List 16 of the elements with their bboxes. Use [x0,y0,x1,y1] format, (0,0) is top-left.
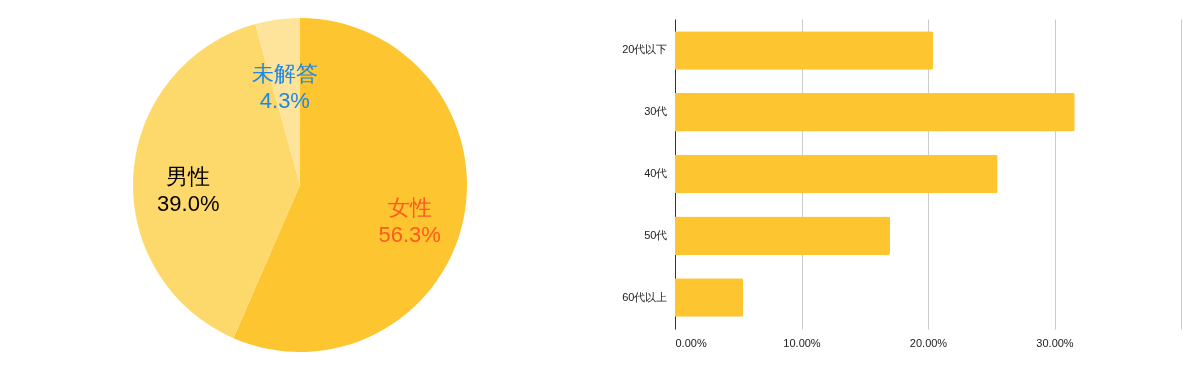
slice-label: 男性 [166,164,211,190]
slice-label: 女性 [387,194,432,220]
x-tick-label: 10.00% [783,336,821,349]
y-tick-label: 50代 [644,228,668,241]
y-tick-label: 20代以下 [622,43,668,56]
slice-label: 未解答 [251,61,318,87]
y-tick-label: 30代 [644,105,668,118]
y-tick-label: 60代以上 [622,290,668,303]
pie-slice [233,18,467,352]
x-tick-label: 30.00% [1036,336,1074,349]
x-tick-label: 20.00% [909,336,948,349]
y-tick-label: 40代 [644,167,668,179]
data-label: 39.0% [157,191,220,217]
data-label: 56.3% [378,221,441,247]
data-label: 4.3% [259,88,310,114]
x-tick-label: 0.00% [675,336,707,349]
